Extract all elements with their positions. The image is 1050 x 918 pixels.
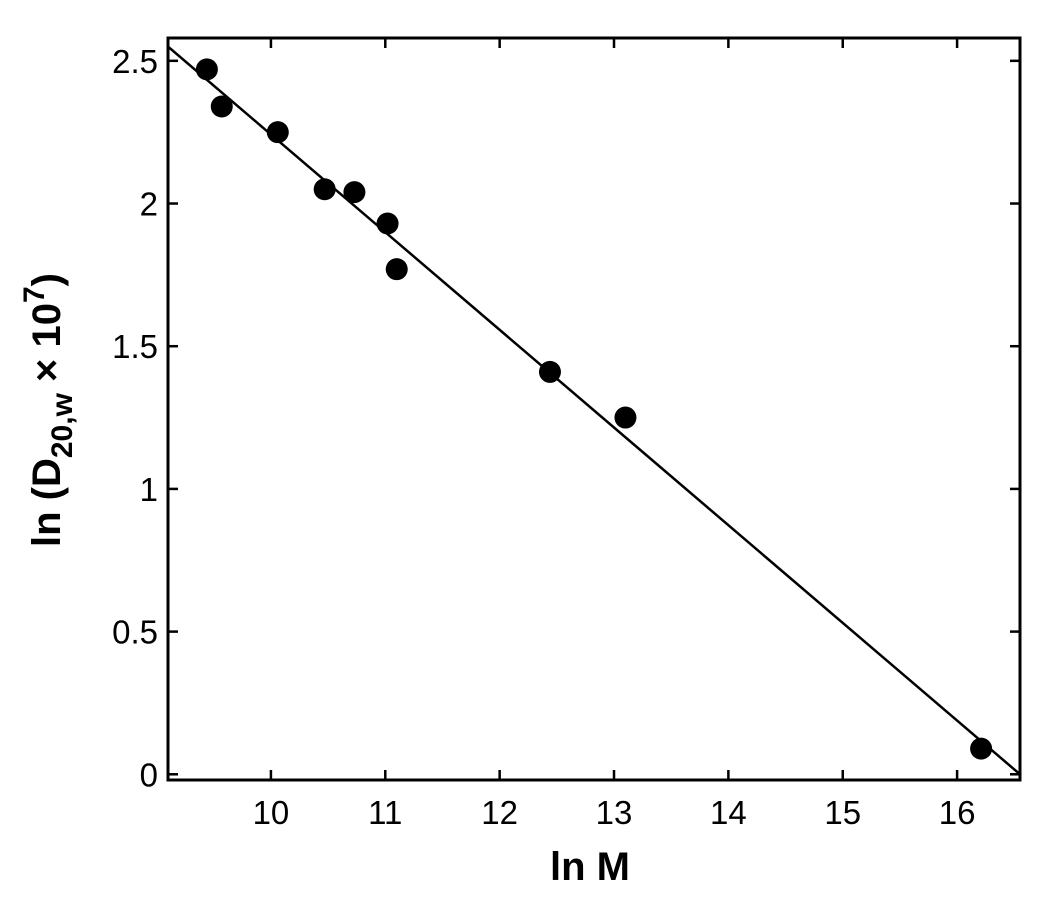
axes-frame — [166, 36, 1022, 782]
data-point — [266, 121, 289, 144]
y-axis-title-subscript: 20,w — [46, 392, 79, 458]
y-axis-title-superscript: 7 — [18, 286, 51, 303]
y-tick-label: 0.5 — [112, 614, 158, 651]
x-tick-label: 16 — [939, 794, 976, 831]
y-tick-label: 1.5 — [112, 328, 158, 365]
plot-data-group — [168, 45, 1020, 776]
data-point — [376, 212, 399, 235]
data-point — [313, 178, 336, 201]
x-tick-label: 10 — [253, 794, 290, 831]
x-tick-label: 15 — [824, 794, 861, 831]
fit-line — [168, 45, 1020, 776]
data-point — [343, 181, 366, 204]
x-tick-label: 13 — [596, 794, 633, 831]
data-point — [970, 737, 993, 760]
y-tick-label: 2.5 — [112, 43, 158, 80]
data-point — [538, 360, 561, 383]
data-point — [614, 406, 637, 429]
data-point — [385, 258, 408, 281]
y-tick-label: 1 — [140, 471, 158, 508]
data-point — [195, 58, 218, 81]
x-tick-label: 14 — [710, 794, 747, 831]
y-axis-title-prefix: ln (D — [25, 458, 69, 547]
plot-area — [168, 45, 1020, 776]
x-axis-title: ln M — [550, 845, 630, 889]
y-tick-label: 2 — [140, 186, 158, 223]
y-axis-title-middle: × 10 — [25, 303, 69, 393]
y-axis-title-suffix: ) — [25, 273, 69, 286]
data-point — [210, 95, 233, 118]
y-tick-label: 0 — [140, 756, 158, 793]
y-axis-title: ln (D20,w × 107) — [18, 273, 79, 547]
x-tick-label: 12 — [481, 794, 518, 831]
axes: 10 11 12 13 14 15 16 0 0.5 1 1.5 2 2.5 — [112, 36, 1022, 831]
x-tick-label: 11 — [368, 794, 402, 831]
